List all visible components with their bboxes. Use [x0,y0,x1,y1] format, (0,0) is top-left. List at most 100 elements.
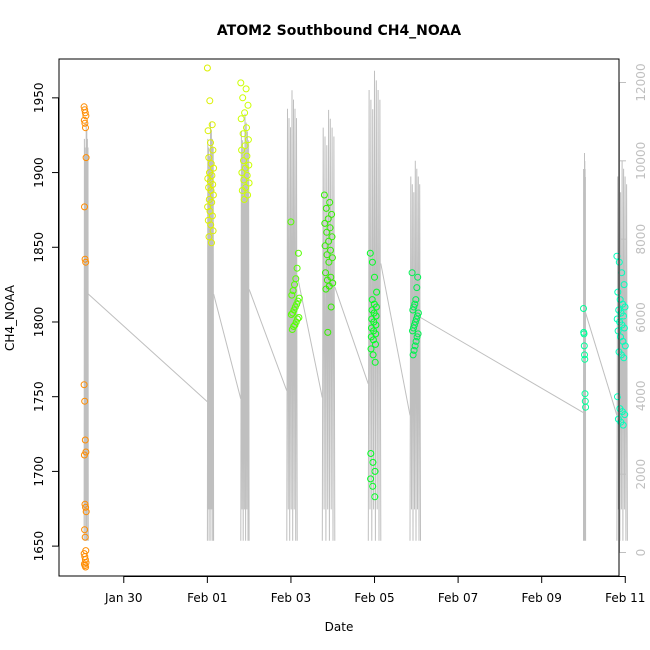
data-point [80,381,88,389]
y2-tick-label: 10000 [634,142,648,180]
data-point [413,333,421,341]
altitude-trace [240,113,250,541]
data-point [328,254,336,262]
y-axis-label: CH4_NOAA [3,284,17,351]
data-point [620,312,627,320]
altitude-connector [248,289,288,391]
y-tick-label: 1800 [32,307,46,338]
altitude-connector [334,286,369,385]
y-tick-label: 1950 [32,83,46,114]
data-point [238,146,246,154]
altitude-trace [83,121,89,541]
data-point [240,157,247,165]
data-points [80,64,629,571]
data-point [241,164,249,172]
data-point [619,421,627,429]
data-point [408,269,416,277]
data-point [287,218,295,226]
chart-title: ATOM2 Southbound CH4_NOAA [217,23,461,39]
axes: Jan 30 Feb 01 Feb 03 Feb 05 Feb 07 Feb 09 Feb … [32,63,648,605]
data-point [409,306,417,314]
altitude-trace [367,70,382,541]
data-point [206,97,214,105]
data-point [81,119,89,127]
data-point [371,467,379,475]
data-point [81,533,89,541]
x-tick-label: Jan 30 [104,591,143,605]
altitude-trace [286,90,298,541]
altitude-connector [420,317,584,414]
data-point [205,154,213,162]
data-point [614,393,621,401]
data-point [414,273,422,281]
data-point [581,390,589,398]
data-point [373,288,381,296]
data-point [614,327,622,335]
altitude-trace [321,109,336,541]
data-point [413,284,421,292]
data-point [371,493,379,501]
altitude-trace [583,152,587,541]
data-point [244,191,252,199]
data-point [621,411,629,419]
data-point [325,258,333,266]
altitude-connector [87,293,208,403]
data-point [621,303,629,311]
data-point [241,142,249,150]
data-point [244,136,252,144]
y2-tick-label: 12000 [634,63,648,101]
data-point [82,508,90,516]
y2-tick-label: 4000 [634,381,648,412]
data-point [580,342,588,350]
data-point [410,303,418,311]
x-tick-label: Feb 11 [605,591,645,605]
data-point [289,287,297,295]
data-point [81,109,89,117]
data-point [208,239,215,247]
data-point [369,336,377,344]
x-tick-label: Feb 09 [522,591,562,605]
y-tick-label: 1750 [32,381,46,412]
data-point [240,196,248,203]
plot-frame [58,58,620,577]
data-point [82,154,90,162]
data-point [620,354,628,362]
data-point [81,203,88,211]
data-point [369,482,377,490]
data-point [321,242,329,250]
data-point [368,258,376,266]
data-point [245,179,253,187]
data-point [82,124,89,132]
data-point [243,172,251,179]
data-point [207,139,214,147]
data-point [621,342,629,350]
y-tick-label: 1650 [32,531,46,562]
data-point [203,64,211,72]
data-point [244,101,252,109]
data-point [581,355,589,363]
data-point [82,559,90,567]
x-tick-label: Feb 01 [187,591,227,605]
data-point [322,285,330,293]
data-point [326,224,334,232]
data-point [580,330,588,338]
y2-tick-label: 8000 [634,224,648,255]
data-point [369,458,377,466]
y2-tick-label: 2000 [634,459,648,490]
data-point [580,305,587,312]
altitude-connector [380,263,411,416]
data-point [412,337,420,345]
data-point [328,210,336,218]
data-point [288,291,296,299]
data-point [241,109,249,117]
altitude-trace [409,160,421,541]
data-point [411,300,419,308]
data-point [204,127,212,135]
data-point [366,249,374,257]
data-point [409,351,417,359]
data-point [412,296,420,304]
data-point [82,503,90,511]
data-point [323,276,331,284]
data-point [208,212,216,220]
data-point [411,342,419,350]
